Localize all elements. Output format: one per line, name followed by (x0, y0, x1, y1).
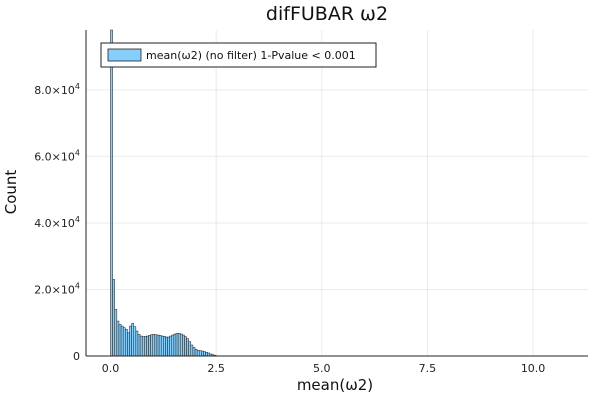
y-tick-label: 6.0×104 (34, 148, 80, 163)
histogram-bar (188, 341, 192, 357)
x-tick-label: 0.0 (102, 362, 120, 375)
histogram-bar (118, 324, 122, 357)
histogram-bar (158, 335, 162, 357)
y-tick-label: 0 (73, 350, 80, 363)
histogram-bar (112, 279, 115, 357)
y-tick-label: 8.0×104 (34, 82, 80, 97)
histogram-bar (182, 334, 185, 357)
histogram-bar (169, 335, 173, 357)
histogram-bar (165, 336, 168, 357)
histogram-bar (137, 334, 141, 357)
histogram-bar (171, 334, 175, 357)
histogram-bar (144, 336, 147, 357)
y-tick-label: 2.0×104 (34, 281, 80, 296)
histogram-bar (184, 336, 187, 357)
histogram-bar (163, 336, 166, 357)
x-axis-label: mean(ω2) (297, 376, 373, 394)
chart-title: difFUBAR ω2 (266, 3, 388, 25)
histogram-bar (110, 29, 113, 357)
histogram-bar (186, 338, 189, 357)
legend-label: mean(ω2) (no filter) 1-Pvalue < 0.001 (146, 49, 356, 62)
x-tick-label: 5.0 (313, 362, 331, 375)
x-tick-labels: 0.0 2.5 5.0 7.5 10.0 (102, 362, 546, 375)
legend-swatch (107, 48, 142, 62)
histogram-bar (125, 329, 128, 357)
histogram-bar (205, 352, 208, 357)
histogram-bar (198, 350, 202, 357)
x-tick-label: 7.5 (419, 362, 437, 375)
histogram-bar (129, 325, 132, 357)
histogram-bar (154, 334, 158, 357)
histogram-bar (141, 336, 145, 357)
y-tick-label: 4.0×104 (34, 215, 80, 230)
histogram-bar (201, 350, 204, 357)
histogram-bar (179, 333, 183, 357)
histogram-bar (127, 332, 130, 357)
x-tick-label: 2.5 (207, 362, 225, 375)
y-axis-label: Count (2, 170, 20, 215)
histogram-bar (192, 347, 196, 357)
histogram-bar (116, 320, 120, 357)
histogram-bar (152, 334, 156, 357)
histogram-bars (110, 29, 217, 357)
histogram-bar (131, 323, 134, 357)
histogram-bar (203, 351, 206, 357)
histogram-bar (120, 325, 124, 357)
histogram-bar (150, 334, 154, 357)
y-tick-labels: 0 2.0×104 4.0×104 6.0×104 8.0×104 (34, 82, 80, 363)
histogram-bar (190, 344, 194, 357)
histogram-bar (122, 327, 126, 357)
histogram-bar (196, 350, 200, 357)
histogram-bar (167, 336, 170, 357)
histogram-bar (177, 333, 181, 357)
legend-box (100, 42, 377, 68)
histogram-bar (160, 335, 164, 357)
histogram-bar (139, 335, 143, 357)
histogram-bar (175, 333, 179, 357)
histogram-bar (146, 335, 149, 357)
histogram-bar (133, 326, 137, 357)
histogram-bar (114, 309, 118, 357)
histogram-bar (173, 333, 177, 357)
histogram-bar (135, 330, 139, 357)
axes (85, 30, 588, 357)
histogram-bar (148, 335, 151, 357)
legend: mean(ω2) (no filter) 1-Pvalue < 0.001 (100, 42, 377, 68)
grid-lines (86, 30, 588, 357)
histogram-bar (156, 334, 160, 357)
histogram-bar (194, 349, 198, 357)
x-tick-label: 10.0 (521, 362, 546, 375)
